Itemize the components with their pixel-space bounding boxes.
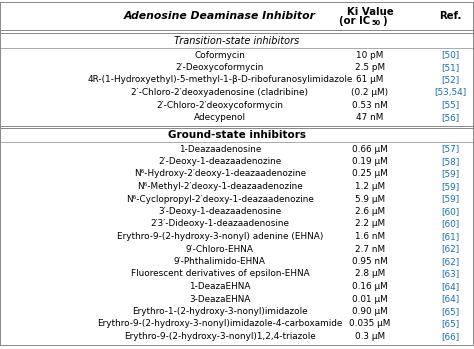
Text: [59]: [59] [441,170,459,178]
Text: [64]: [64] [441,295,459,304]
Text: 2.6 μM: 2.6 μM [355,207,385,216]
Text: 4R-(1-Hydroxyethyl)-5-methyl-1-β-D-ribofuranosylimidazole: 4R-(1-Hydroxyethyl)-5-methyl-1-β-D-ribof… [87,75,353,84]
Text: 2′-Deoxy-1-deazaadenozine: 2′-Deoxy-1-deazaadenozine [158,157,282,166]
Text: 1-DeazaEHNA: 1-DeazaEHNA [189,282,251,291]
Text: [53,54]: [53,54] [434,88,466,97]
Text: 2′3′-Dideoxy-1-deazaadenosine: 2′3′-Dideoxy-1-deazaadenosine [151,220,290,229]
Text: 2.5 pM: 2.5 pM [355,63,385,72]
Text: Ground-state inhibitors: Ground-state inhibitors [168,129,306,140]
Text: [65]: [65] [441,307,459,316]
Text: [65]: [65] [441,319,459,328]
Text: 0.19 μM: 0.19 μM [352,157,388,166]
Text: Transition-state inhibitors: Transition-state inhibitors [174,36,300,45]
Text: 3′-Deoxy-1-deazaadenosine: 3′-Deoxy-1-deazaadenosine [158,207,282,216]
Text: [52]: [52] [441,75,459,84]
Text: 61 μM: 61 μM [356,75,383,84]
Text: 1.2 μM: 1.2 μM [355,182,385,191]
Text: [55]: [55] [441,101,459,110]
Text: Adenosine Deaminase Inhibitor: Adenosine Deaminase Inhibitor [124,11,316,21]
Text: 0.53 nM: 0.53 nM [352,101,388,110]
Text: [59]: [59] [441,194,459,203]
Text: Ki Value: Ki Value [346,7,393,17]
Text: [56]: [56] [441,113,459,122]
Text: [51]: [51] [441,63,459,72]
Text: [60]: [60] [441,207,459,216]
Text: Fluorescent derivatives of epsilon-EHNA: Fluorescent derivatives of epsilon-EHNA [131,269,310,279]
Text: 0.95 nM: 0.95 nM [352,257,388,266]
Text: 2′-Chloro-2′deoxyadenosine (cladribine): 2′-Chloro-2′deoxyadenosine (cladribine) [131,88,309,97]
Text: 2.2 μM: 2.2 μM [355,220,385,229]
Text: [62]: [62] [441,257,459,266]
Text: [64]: [64] [441,282,459,291]
Text: Erythro-9-(2-hydroxy-3-nonyl)1,2,4-triazole: Erythro-9-(2-hydroxy-3-nonyl)1,2,4-triaz… [124,332,316,341]
Text: 3-DeazaEHNA: 3-DeazaEHNA [189,295,251,304]
Text: Coformycin: Coformycin [194,51,246,59]
Text: N⁶-Hydroxy-2′deoxy-1-deazaadenozine: N⁶-Hydroxy-2′deoxy-1-deazaadenozine [134,170,306,178]
Text: Adecypenol: Adecypenol [194,113,246,122]
Text: N⁶-Cyclopropyl-2′deoxy-1-deazaadenozine: N⁶-Cyclopropyl-2′deoxy-1-deazaadenozine [126,194,314,203]
Text: ): ) [382,16,387,26]
Text: [61]: [61] [441,232,459,241]
Text: 2.8 μM: 2.8 μM [355,269,385,279]
Text: N⁶-Methyl-2′deoxy-1-deazaadenozine: N⁶-Methyl-2′deoxy-1-deazaadenozine [137,182,303,191]
Text: 2′-Deoxycoformycin: 2′-Deoxycoformycin [176,63,264,72]
Text: Erythro-9-(2-hydroxy-3-nonyl)imidazole-4-carboxamide: Erythro-9-(2-hydroxy-3-nonyl)imidazole-4… [97,319,343,328]
Text: Erythro-9-(2-hydroxy-3-nonyl) adenine (EHNA): Erythro-9-(2-hydroxy-3-nonyl) adenine (E… [117,232,323,241]
Text: 0.66 μM: 0.66 μM [352,144,388,154]
Text: 1-Deazaadenosine: 1-Deazaadenosine [179,144,261,154]
Text: [60]: [60] [441,220,459,229]
Text: (or IC: (or IC [339,16,370,26]
Text: 0.25 μM: 0.25 μM [352,170,388,178]
Text: 47 nM: 47 nM [356,113,383,122]
Text: 9′-Chloro-EHNA: 9′-Chloro-EHNA [186,245,254,253]
Text: 2′-Chloro-2′deoxycoformycin: 2′-Chloro-2′deoxycoformycin [156,101,283,110]
Text: [66]: [66] [441,332,459,341]
Text: 10 pM: 10 pM [356,51,383,59]
Text: Erythro-1-(2-hydroxy-3-nonyl)imidazole: Erythro-1-(2-hydroxy-3-nonyl)imidazole [132,307,308,316]
Text: [59]: [59] [441,182,459,191]
Text: [50]: [50] [441,51,459,59]
Text: [62]: [62] [441,245,459,253]
Text: Ref.: Ref. [439,11,461,21]
Text: 0.3 μM: 0.3 μM [355,332,385,341]
Text: 0.035 μM: 0.035 μM [349,319,391,328]
Text: 0.16 μM: 0.16 μM [352,282,388,291]
Text: [57]: [57] [441,144,459,154]
Text: [58]: [58] [441,157,459,166]
Text: 0.01 μM: 0.01 μM [352,295,388,304]
Text: (0.2 μM): (0.2 μM) [351,88,389,97]
Text: 0.90 μM: 0.90 μM [352,307,388,316]
Text: 50: 50 [372,20,381,26]
Text: 2.7 nM: 2.7 nM [355,245,385,253]
Text: 5.9 μM: 5.9 μM [355,194,385,203]
Text: 1.6 nM: 1.6 nM [355,232,385,241]
Text: [63]: [63] [441,269,459,279]
Text: 9′-Phthalimido-EHNA: 9′-Phthalimido-EHNA [174,257,266,266]
